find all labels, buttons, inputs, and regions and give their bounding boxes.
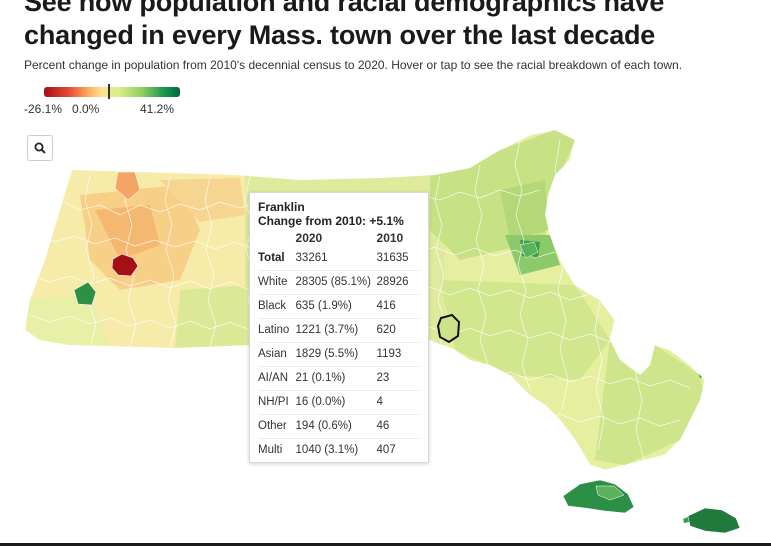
tooltip-header-row: 2020 2010 (258, 231, 420, 247)
search-icon (34, 142, 46, 154)
subhead: Percent change in population from 2010's… (24, 58, 683, 72)
legend-mid-label: 0.0% (72, 102, 100, 116)
tooltip-row-latino: Latino 1221 (3.7%) 620 (258, 319, 420, 343)
tooltip-row-nhpi: NH/PI 16 (0.0%) 4 (258, 391, 420, 415)
island-small[interactable] (683, 517, 689, 523)
bottom-rule (0, 543, 771, 546)
island-marthas-vineyard[interactable] (562, 479, 635, 514)
color-legend: -26.1% 0.0% 41.2% (24, 84, 184, 118)
tooltip-change-value: +5.1% (369, 214, 404, 228)
town-green-north[interactable] (519, 241, 539, 259)
tooltip-town-name: Franklin (258, 200, 305, 214)
tooltip-table: Total 33261 31635 White 28305 (85.1%) 28… (258, 247, 420, 462)
legend-max-label: 41.2% (140, 102, 175, 116)
tooltip-col-2020: 2020 (295, 231, 323, 245)
town-green-west[interactable] (73, 281, 97, 306)
tooltip-row-multi: Multi 1040 (3.1%) 407 (258, 444, 396, 456)
tooltip-change: Change from 2010: +5.1% (258, 214, 420, 228)
tooltip-row-white: White 28305 (85.1%) 28926 (258, 271, 420, 295)
legend-min-label: -26.1% (24, 102, 63, 116)
tooltip-row-black: Black 635 (1.9%) 416 (258, 295, 420, 319)
tooltip-row-asian: Asian 1829 (5.5%) 1193 (258, 343, 420, 367)
tooltip-col-2010: 2010 (376, 231, 404, 245)
town-red-highlight[interactable] (111, 253, 139, 277)
town-franklin-selected[interactable] (436, 313, 461, 344)
headline: See how population and racial demographi… (24, 0, 665, 50)
tooltip-row-total: Total 33261 31635 (258, 247, 420, 271)
legend-zero-tick (108, 84, 110, 99)
tooltip-change-label: Change from 2010: (258, 214, 367, 228)
legend-gradient-bar (44, 87, 180, 97)
town-tooltip: Franklin Change from 2010: +5.1% 2020 20… (249, 192, 429, 463)
zoom-search-button[interactable] (27, 135, 53, 161)
town-orange-patch[interactable] (114, 171, 141, 201)
tooltip-row-other: Other 194 (0.6%) 46 (258, 415, 420, 439)
island-marthas-vineyard-east[interactable] (595, 485, 625, 501)
island-nantucket[interactable] (687, 507, 741, 534)
tooltip-row-aian: AI/AN 21 (0.1%) 23 (258, 367, 420, 391)
